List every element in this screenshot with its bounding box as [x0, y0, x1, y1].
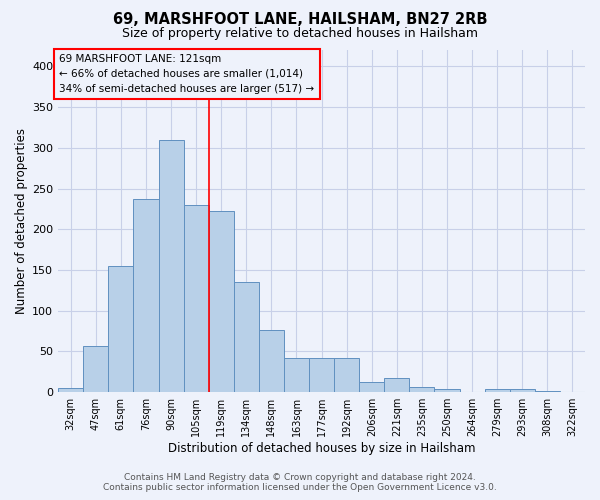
Bar [209, 212, 234, 392]
Bar [58, 388, 83, 392]
Bar [284, 358, 309, 392]
Bar [133, 199, 158, 392]
Bar [409, 386, 434, 392]
Bar [359, 382, 384, 392]
Bar [535, 390, 560, 392]
Bar [184, 205, 209, 392]
Text: 69, MARSHFOOT LANE, HAILSHAM, BN27 2RB: 69, MARSHFOOT LANE, HAILSHAM, BN27 2RB [113, 12, 487, 28]
Bar [109, 266, 133, 392]
Bar [384, 378, 409, 392]
Text: Contains HM Land Registry data © Crown copyright and database right 2024.
Contai: Contains HM Land Registry data © Crown c… [103, 473, 497, 492]
Text: 69 MARSHFOOT LANE: 121sqm
← 66% of detached houses are smaller (1,014)
34% of se: 69 MARSHFOOT LANE: 121sqm ← 66% of detac… [59, 54, 314, 94]
X-axis label: Distribution of detached houses by size in Hailsham: Distribution of detached houses by size … [168, 442, 475, 455]
Bar [434, 389, 460, 392]
Bar [158, 140, 184, 392]
Bar [83, 346, 109, 392]
Y-axis label: Number of detached properties: Number of detached properties [15, 128, 28, 314]
Bar [259, 330, 284, 392]
Text: Size of property relative to detached houses in Hailsham: Size of property relative to detached ho… [122, 28, 478, 40]
Bar [334, 358, 359, 392]
Bar [234, 282, 259, 392]
Bar [309, 358, 334, 392]
Bar [485, 389, 510, 392]
Bar [510, 389, 535, 392]
